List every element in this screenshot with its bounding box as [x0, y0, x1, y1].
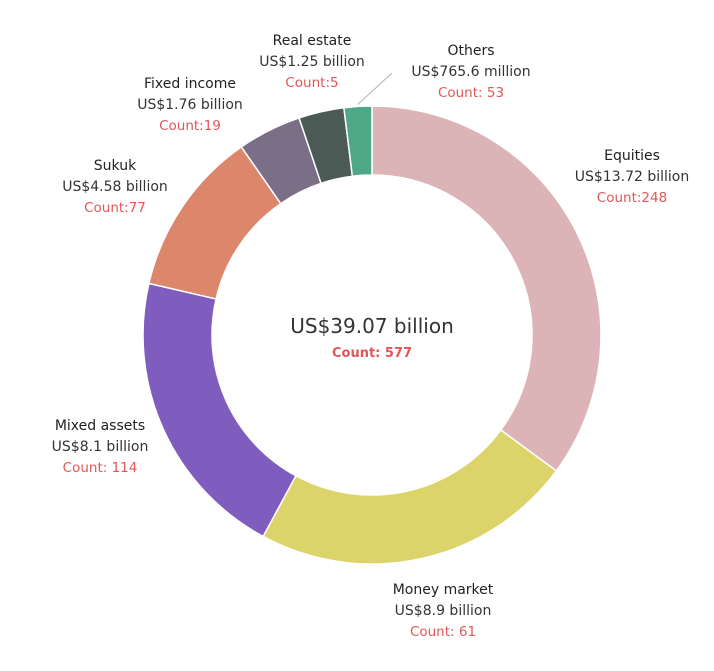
- label-count-money-market: Count: 61: [410, 624, 476, 640]
- label-count-real-estate: Count:5: [285, 75, 338, 91]
- label-count-fixed-income: Count:19: [159, 118, 221, 134]
- label-mixed-assets: Mixed assets US$8.1 billion Count: 114: [52, 418, 149, 476]
- label-name-others: Others: [447, 43, 494, 59]
- label-count-equities: Count:248: [597, 190, 667, 206]
- label-sukuk: Sukuk US$4.58 billion Count:77: [62, 158, 168, 216]
- label-name-equities: Equities: [604, 148, 660, 164]
- label-name-sukuk: Sukuk: [94, 158, 137, 174]
- slice-others[interactable]: [343, 105, 373, 178]
- leader-lines: [357, 72, 393, 105]
- label-count-others: Count: 53: [438, 85, 504, 101]
- label-equities: Equities US$13.72 billion Count:248: [575, 148, 689, 206]
- label-value-real-estate: US$1.25 billion: [259, 54, 365, 70]
- label-count-sukuk: Count:77: [84, 200, 146, 216]
- label-real-estate: Real estate US$1.25 billion Count:5: [259, 33, 365, 91]
- label-name-money-market: Money market: [393, 582, 494, 598]
- label-value-sukuk: US$4.58 billion: [62, 179, 168, 195]
- label-value-equities: US$13.72 billion: [575, 169, 689, 185]
- slice-equities[interactable]: [371, 105, 602, 472]
- leader-line-others: [357, 72, 393, 105]
- center-count-label: Count: 577: [332, 346, 412, 361]
- label-name-real-estate: Real estate: [273, 33, 352, 49]
- slice-mixed-assets[interactable]: [142, 282, 297, 538]
- slice-labels: Equities US$13.72 billion Count:248 Money m…: [52, 33, 690, 640]
- label-fixed-income: Fixed income US$1.76 billion Count:19: [137, 76, 243, 134]
- center-total-label: US$39.07 billion: [290, 314, 454, 338]
- label-value-money-market: US$8.9 billion: [395, 603, 492, 619]
- label-value-fixed-income: US$1.76 billion: [137, 97, 243, 113]
- slices-layer: [142, 105, 602, 565]
- label-others: Others US$765.6 million Count: 53: [411, 43, 530, 101]
- slice-money-market[interactable]: [262, 428, 558, 565]
- label-name-mixed-assets: Mixed assets: [55, 418, 145, 434]
- label-name-fixed-income: Fixed income: [144, 76, 236, 92]
- label-value-others: US$765.6 million: [411, 64, 530, 80]
- label-value-mixed-assets: US$8.1 billion: [52, 439, 149, 455]
- label-money-market: Money market US$8.9 billion Count: 61: [393, 582, 494, 640]
- label-count-mixed-assets: Count: 114: [63, 460, 138, 476]
